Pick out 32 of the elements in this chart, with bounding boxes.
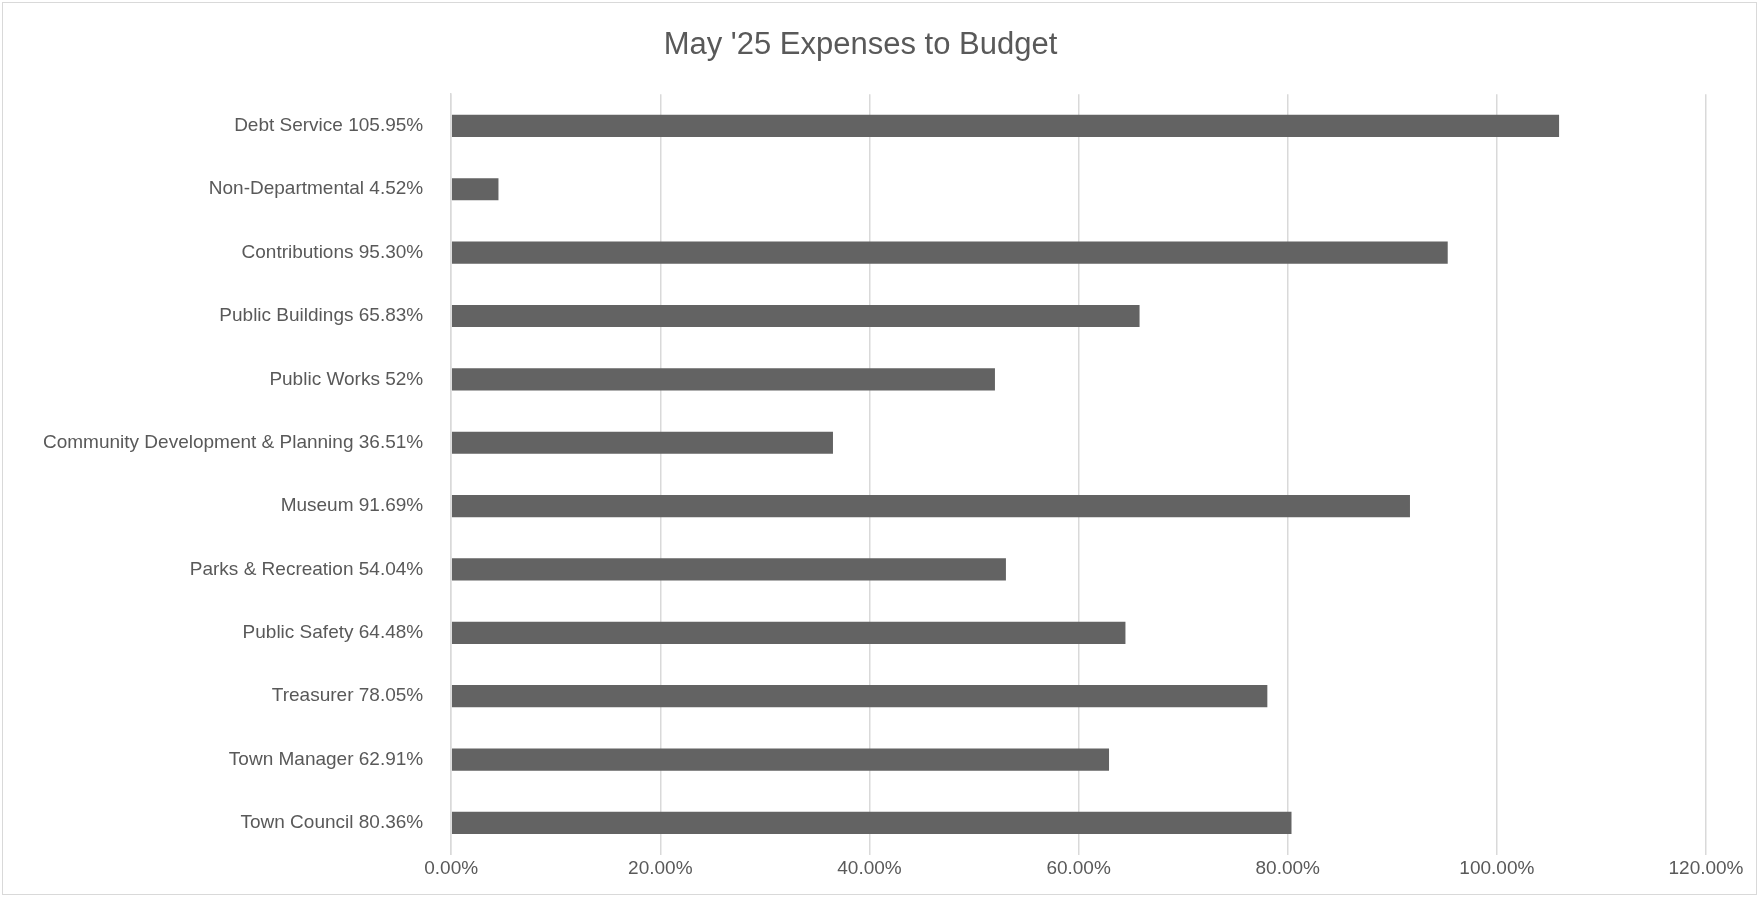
- y-tick-label: Public Buildings 65.83%: [219, 304, 424, 326]
- y-tick-label: Treasurer 78.05%: [271, 684, 424, 706]
- bar: [451, 558, 1006, 581]
- y-tick-label: Non-Departmental 4.52%: [208, 177, 424, 199]
- bar: [451, 811, 1292, 835]
- bar: [451, 748, 1110, 771]
- x-tick-label: 20.00%: [628, 857, 693, 879]
- x-tick-label: 100.00%: [1459, 857, 1535, 879]
- bar: [451, 685, 1268, 708]
- x-tick-label: 80.00%: [1255, 857, 1321, 879]
- y-tick-label: Town Council 80.36%: [240, 811, 424, 833]
- y-tick-label: Debt Service 105.95%: [234, 114, 424, 136]
- x-tick-label: 40.00%: [837, 857, 902, 879]
- y-tick-label: Public Safety 64.48%: [242, 621, 424, 643]
- bar: [451, 431, 833, 454]
- y-tick-label: Public Works 52%: [269, 367, 424, 389]
- bar: [451, 621, 1126, 644]
- bar: [451, 368, 995, 391]
- y-tick-label: Museum 91.69%: [280, 494, 424, 516]
- x-tick-label: 60.00%: [1046, 857, 1111, 879]
- bar: [451, 114, 1560, 137]
- bar: [451, 178, 499, 201]
- bar: [451, 304, 1140, 328]
- x-tick-label: 0.00%: [424, 857, 479, 879]
- chart-title: May '25 Expenses to Budget: [663, 26, 1058, 62]
- y-tick-label: Town Manager 62.91%: [228, 747, 424, 769]
- y-tick-label: Contributions 95.30%: [241, 240, 424, 262]
- bar: [451, 241, 1448, 264]
- bar: [451, 494, 1410, 518]
- x-tick-label: 120.00%: [1668, 857, 1744, 879]
- y-tick-label: Community Development & Planning 36.51%: [42, 430, 424, 452]
- y-tick-label: Parks & Recreation 54.04%: [189, 557, 424, 579]
